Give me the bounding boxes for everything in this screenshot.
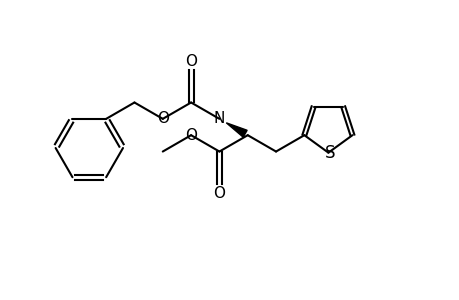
Polygon shape [226,123,246,137]
Text: N: N [213,111,224,126]
Text: O: O [185,54,196,69]
Text: O: O [185,128,196,143]
Text: O: O [213,186,225,201]
Text: O: O [157,111,168,126]
Text: S: S [325,144,335,162]
